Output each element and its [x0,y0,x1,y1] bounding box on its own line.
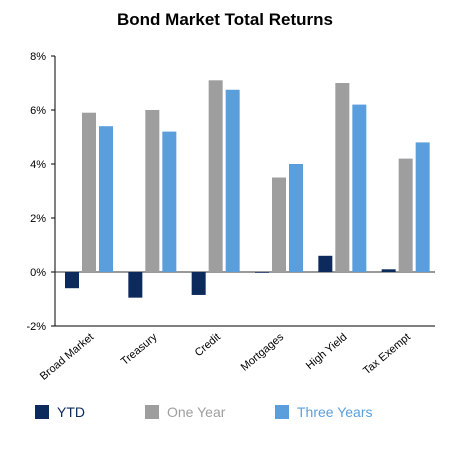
y-tick-label: 4% [30,159,46,171]
legend-swatch-three-years [275,405,289,419]
bar-ytd-treasury [128,272,143,298]
bar-one-year-tax-exempt [398,158,413,272]
x-tick-label: Tax Exempt [361,331,413,377]
y-tick-label: 0% [30,267,46,279]
x-tick-label: Treasury [119,331,160,368]
x-tick-label: Mortgages [239,331,287,374]
legend-swatch-ytd [35,405,49,419]
legend-label-three-years: Three Years [297,404,373,420]
bar-ytd-credit [191,272,206,295]
legend-label-one-year: One Year [167,404,226,420]
legend-item-one-year: One Year [145,404,225,420]
bar-ytd-high-yield [318,255,333,272]
x-tick-label: Credit [193,331,223,359]
bar-one-year-mortgages [272,177,286,272]
y-tick-label: -2% [26,321,46,333]
bar-three-years-high-yield [352,104,367,272]
legend-item-ytd: YTD [35,404,85,420]
bar-ytd-broad-market [65,272,79,289]
legend: YTD One Year Three Years [0,404,450,426]
bar-three-years-mortgages [289,164,303,272]
bar-one-year-high-yield [335,83,350,272]
y-tick-label: 6% [30,105,46,117]
x-tick-label: Broad Market [38,331,96,383]
bar-one-year-credit [208,80,223,272]
legend-item-three-years: Three Years [275,404,373,420]
bar-three-years-tax-exempt [415,142,430,272]
bar-ytd-mortgages [255,272,269,273]
bar-one-year-broad-market [82,112,96,272]
bar-one-year-treasury [145,110,160,272]
legend-swatch-one-year [145,405,159,419]
bar-three-years-credit [225,89,240,272]
y-tick-label: 8% [30,51,46,63]
bar-three-years-broad-market [99,126,113,272]
bar-ytd-tax-exempt [381,269,396,272]
x-tick-label: High Yield [304,331,350,372]
chart-title: Bond Market Total Returns [117,10,333,29]
bar-three-years-treasury [162,131,177,272]
legend-label-ytd: YTD [57,404,85,420]
y-tick-label: 2% [30,213,46,225]
